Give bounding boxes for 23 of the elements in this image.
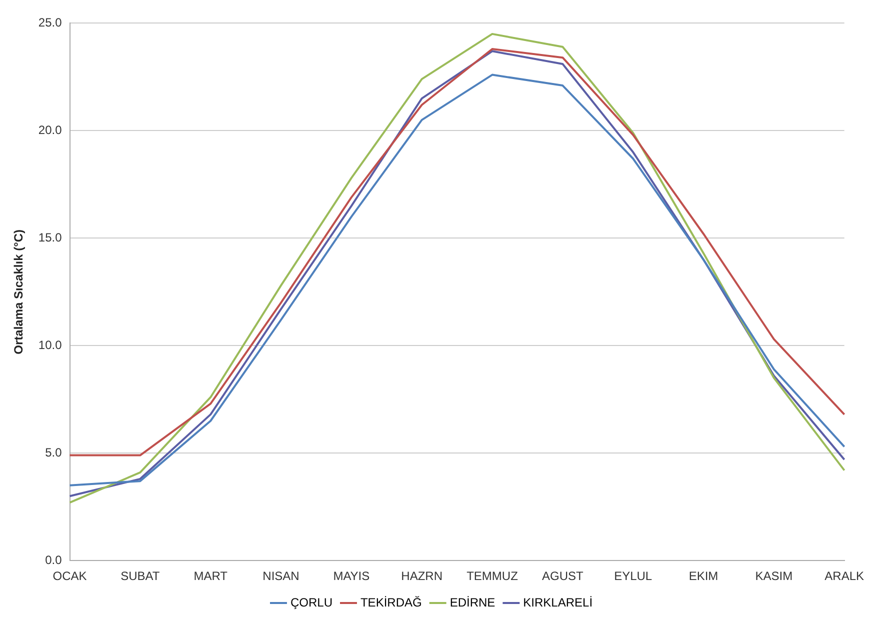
y-tick-label: 5.0 (45, 445, 62, 460)
x-tick-label: TEMMUZ (466, 569, 518, 584)
y-tick-label: 25.0 (38, 16, 62, 30)
y-tick-label: 20.0 (38, 122, 62, 137)
x-tick-label: OCAK (52, 569, 87, 584)
legend-label: TEKİRDAĞ (360, 595, 422, 610)
x-tick-label: ARALK (824, 569, 864, 584)
x-tick-label: AGUST (542, 569, 584, 584)
x-tick-label: NISAN (262, 569, 300, 584)
x-tick-label: EKIM (688, 569, 718, 584)
legend-label: EDİRNE (450, 595, 496, 610)
x-tick-label: SUBAT (120, 569, 160, 584)
legend-label: ÇORLU (290, 595, 332, 610)
y-tick-label: 10.0 (38, 338, 62, 352)
x-tick-label: MART (194, 569, 228, 584)
y-tick-label: 15.0 (38, 230, 62, 244)
legend-label: KIRKLARELİ (523, 595, 593, 610)
x-tick-label: HAZRN (401, 569, 443, 584)
x-tick-label: MAYIS (333, 569, 370, 584)
y-tick-label: 0.0 (45, 552, 62, 567)
y-axis-title: Ortalama Sıcaklık (°C) (12, 229, 26, 354)
x-tick-label: EYLUL (614, 569, 652, 584)
x-tick-label: KASIM (755, 569, 793, 584)
